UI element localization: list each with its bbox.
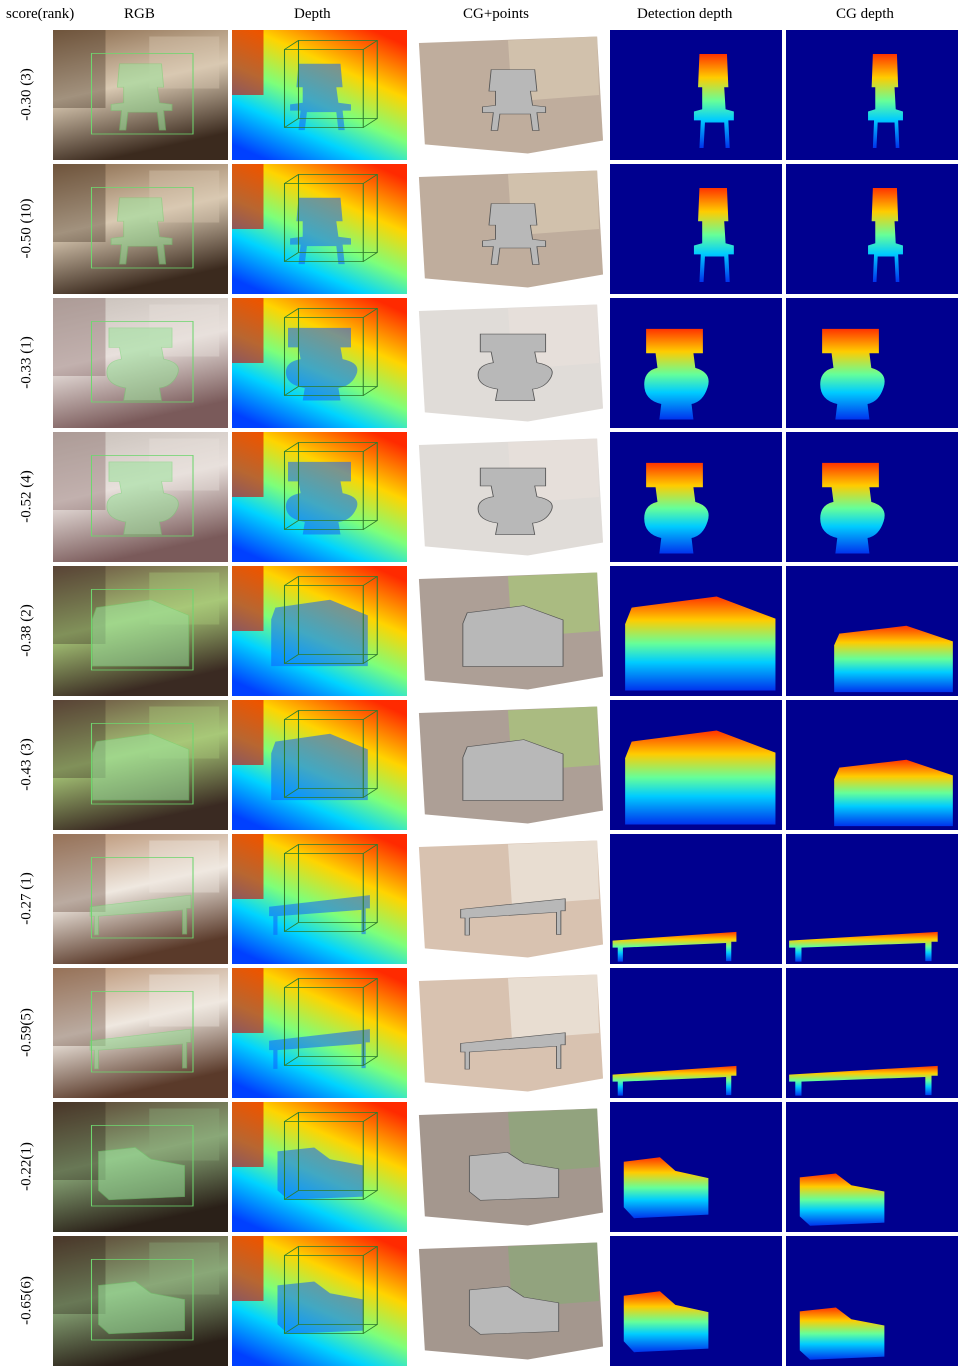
header-rgb: RGB: [124, 6, 155, 22]
panel-rgb: [53, 1102, 228, 1232]
panel-rgb: [53, 566, 228, 696]
panel-cgdepth: [786, 432, 958, 562]
panel-rgb: [53, 1236, 228, 1366]
panel-depth: [232, 1102, 407, 1232]
panel-cg: [409, 1236, 607, 1366]
panel-depth: [232, 164, 407, 294]
panel-det: [610, 566, 782, 696]
header-cg-points: CG+points: [463, 6, 529, 22]
panel-cgdepth: [786, 164, 958, 294]
panel-cg: [409, 968, 607, 1098]
panel-rgb: [53, 298, 228, 428]
panel-det: [610, 700, 782, 830]
row-score-label: -0.38 (2): [18, 604, 35, 657]
panel-rgb: [53, 30, 228, 160]
row-score-label: -0.30 (3): [18, 68, 35, 121]
panel-cg: [409, 834, 607, 964]
header-cg-depth: CG depth: [836, 6, 894, 22]
panel-depth: [232, 834, 407, 964]
panel-det: [610, 164, 782, 294]
row-score-label: -0.27 (1): [18, 872, 35, 925]
panel-rgb: [53, 834, 228, 964]
row-score-label: -0.22(1): [18, 1142, 35, 1191]
panel-cgdepth: [786, 700, 958, 830]
row-score-label: -0.33 (1): [18, 336, 35, 389]
header-score-rank: score(rank): [6, 6, 75, 22]
panel-cg: [409, 164, 607, 294]
panel-depth: [232, 968, 407, 1098]
row-score-label: -0.52 (4): [18, 470, 35, 523]
panel-depth: [232, 432, 407, 562]
panel-depth: [232, 566, 407, 696]
header-depth: Depth: [294, 6, 331, 22]
panel-depth: [232, 298, 407, 428]
panel-det: [610, 1102, 782, 1232]
panel-cgdepth: [786, 834, 958, 964]
panel-det: [610, 432, 782, 562]
panel-det: [610, 968, 782, 1098]
panel-cgdepth: [786, 566, 958, 696]
panel-det: [610, 1236, 782, 1366]
panel-cgdepth: [786, 298, 958, 428]
panel-det: [610, 30, 782, 160]
panel-depth: [232, 700, 407, 830]
panel-cg: [409, 700, 607, 830]
panel-cgdepth: [786, 1236, 958, 1366]
panel-rgb: [53, 968, 228, 1098]
panel-cgdepth: [786, 30, 958, 160]
panel-cg: [409, 1102, 607, 1232]
panel-cg: [409, 298, 607, 428]
panel-rgb: [53, 700, 228, 830]
panel-cg: [409, 432, 607, 562]
row-score-label: -0.65(6): [18, 1276, 35, 1325]
row-score-label: -0.43 (3): [18, 738, 35, 791]
row-score-label: -0.50 (10): [18, 198, 35, 259]
panel-cgdepth: [786, 968, 958, 1098]
panel-rgb: [53, 432, 228, 562]
header-detection-depth: Detection depth: [637, 6, 733, 22]
panel-depth: [232, 30, 407, 160]
panel-cg: [409, 566, 607, 696]
panel-depth: [232, 1236, 407, 1366]
panel-cg: [409, 30, 607, 160]
panel-det: [610, 298, 782, 428]
panel-cgdepth: [786, 1102, 958, 1232]
row-score-label: -0.59(5): [18, 1008, 35, 1057]
panel-det: [610, 834, 782, 964]
panel-rgb: [53, 164, 228, 294]
